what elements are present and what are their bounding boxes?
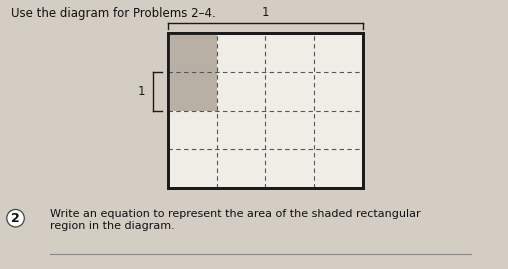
- Bar: [168, 33, 216, 111]
- Text: Write an equation to represent the area of the shaded rectangular
region in the : Write an equation to represent the area …: [50, 209, 421, 231]
- Bar: [168, 33, 363, 188]
- Bar: [168, 33, 363, 188]
- Text: 1: 1: [138, 85, 146, 98]
- Text: Use the diagram for Problems 2–4.: Use the diagram for Problems 2–4.: [11, 7, 216, 20]
- Text: 2: 2: [11, 212, 20, 225]
- Text: 1: 1: [262, 6, 269, 19]
